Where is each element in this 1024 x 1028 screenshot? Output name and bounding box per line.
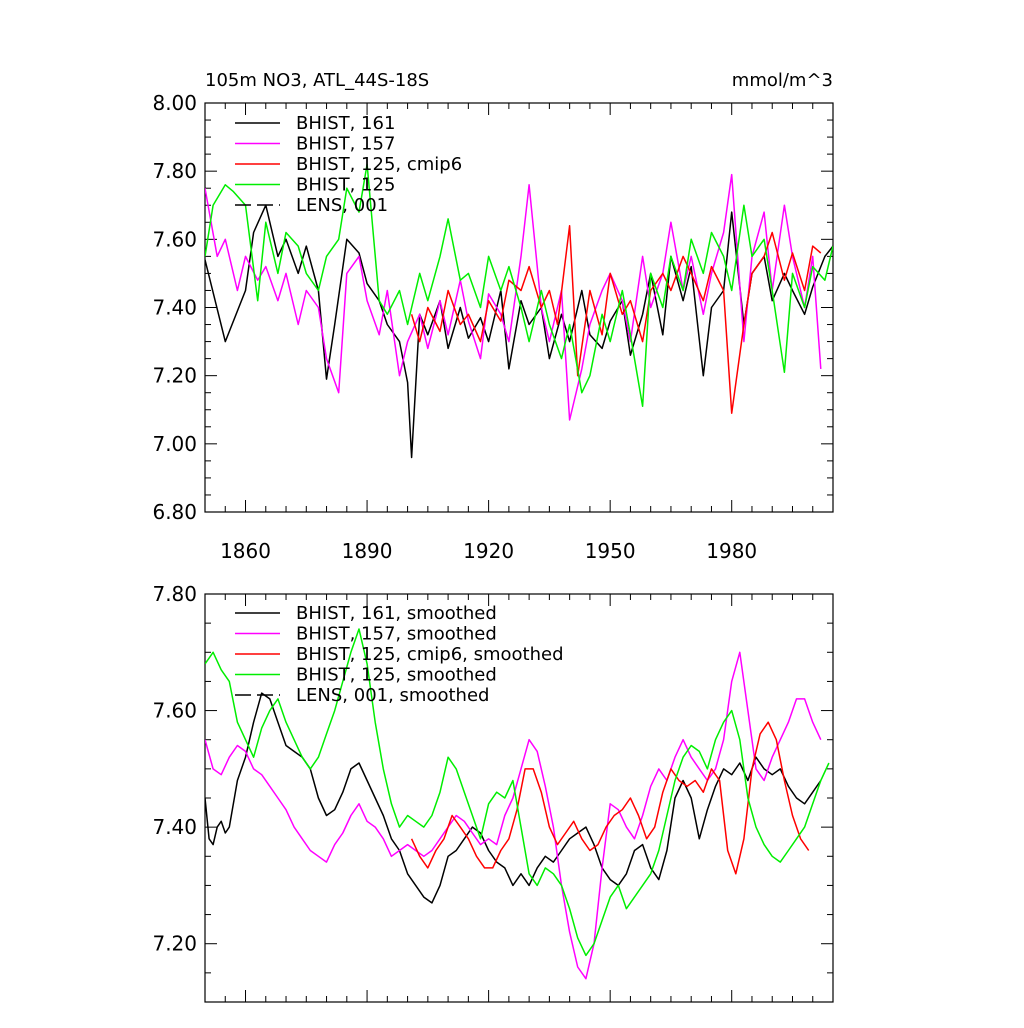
series-line [205,204,833,459]
legend-label: BHIST, 125, smoothed [296,665,497,686]
series-line [205,173,822,421]
series-line [410,721,810,875]
top-panel: 6.80 7.00 7.20 7.40 7.60 7.80 8.00 1860 1890 1920… [152,91,834,563]
y-tick-label: 7.40 [152,296,197,320]
legend-label: LENS, 001 [296,195,388,216]
series-line [205,692,822,904]
y-tick-label: 8.00 [152,91,197,115]
x-tick-label: 1980 [706,539,757,563]
x-tick-label: 1920 [463,539,514,563]
x-tick-label: 1860 [220,539,271,563]
y-tick-label: 7.20 [152,932,197,956]
x-tick-label: 1950 [585,539,636,563]
legend-label: LENS, 001, smoothed [296,685,489,706]
legend-label: BHIST, 125, cmip6 [296,154,462,175]
legend-label: BHIST, 125 [296,175,395,196]
y-tick-label: 7.60 [152,699,197,723]
series-line [205,628,830,957]
series-lines [205,163,833,459]
chart-units: mmol/m^3 [732,70,833,91]
x-tick-label: 1890 [342,539,393,563]
series-line [410,224,822,414]
y-tick-label: 6.80 [152,500,197,524]
legend-label: BHIST, 157, smoothed [296,624,497,645]
chart-title: 105m NO3, ATL_44S-18S [205,70,429,91]
legend-label: BHIST, 161, smoothed [296,603,497,624]
series-lines [205,628,830,980]
legend-label: BHIST, 157 [296,134,395,155]
series-line [205,651,822,980]
legend-label: BHIST, 125, cmip6, smoothed [296,644,564,665]
y-tick-label: 7.20 [152,364,197,388]
y-tick-label: 7.80 [152,582,197,606]
y-tick-label: 7.80 [152,159,197,183]
y-tick-label: 7.40 [152,815,197,839]
y-tick-label: 7.00 [152,432,197,456]
series-line [205,163,833,408]
y-tick-label: 7.60 [152,227,197,251]
legend-label: BHIST, 161 [296,113,395,134]
